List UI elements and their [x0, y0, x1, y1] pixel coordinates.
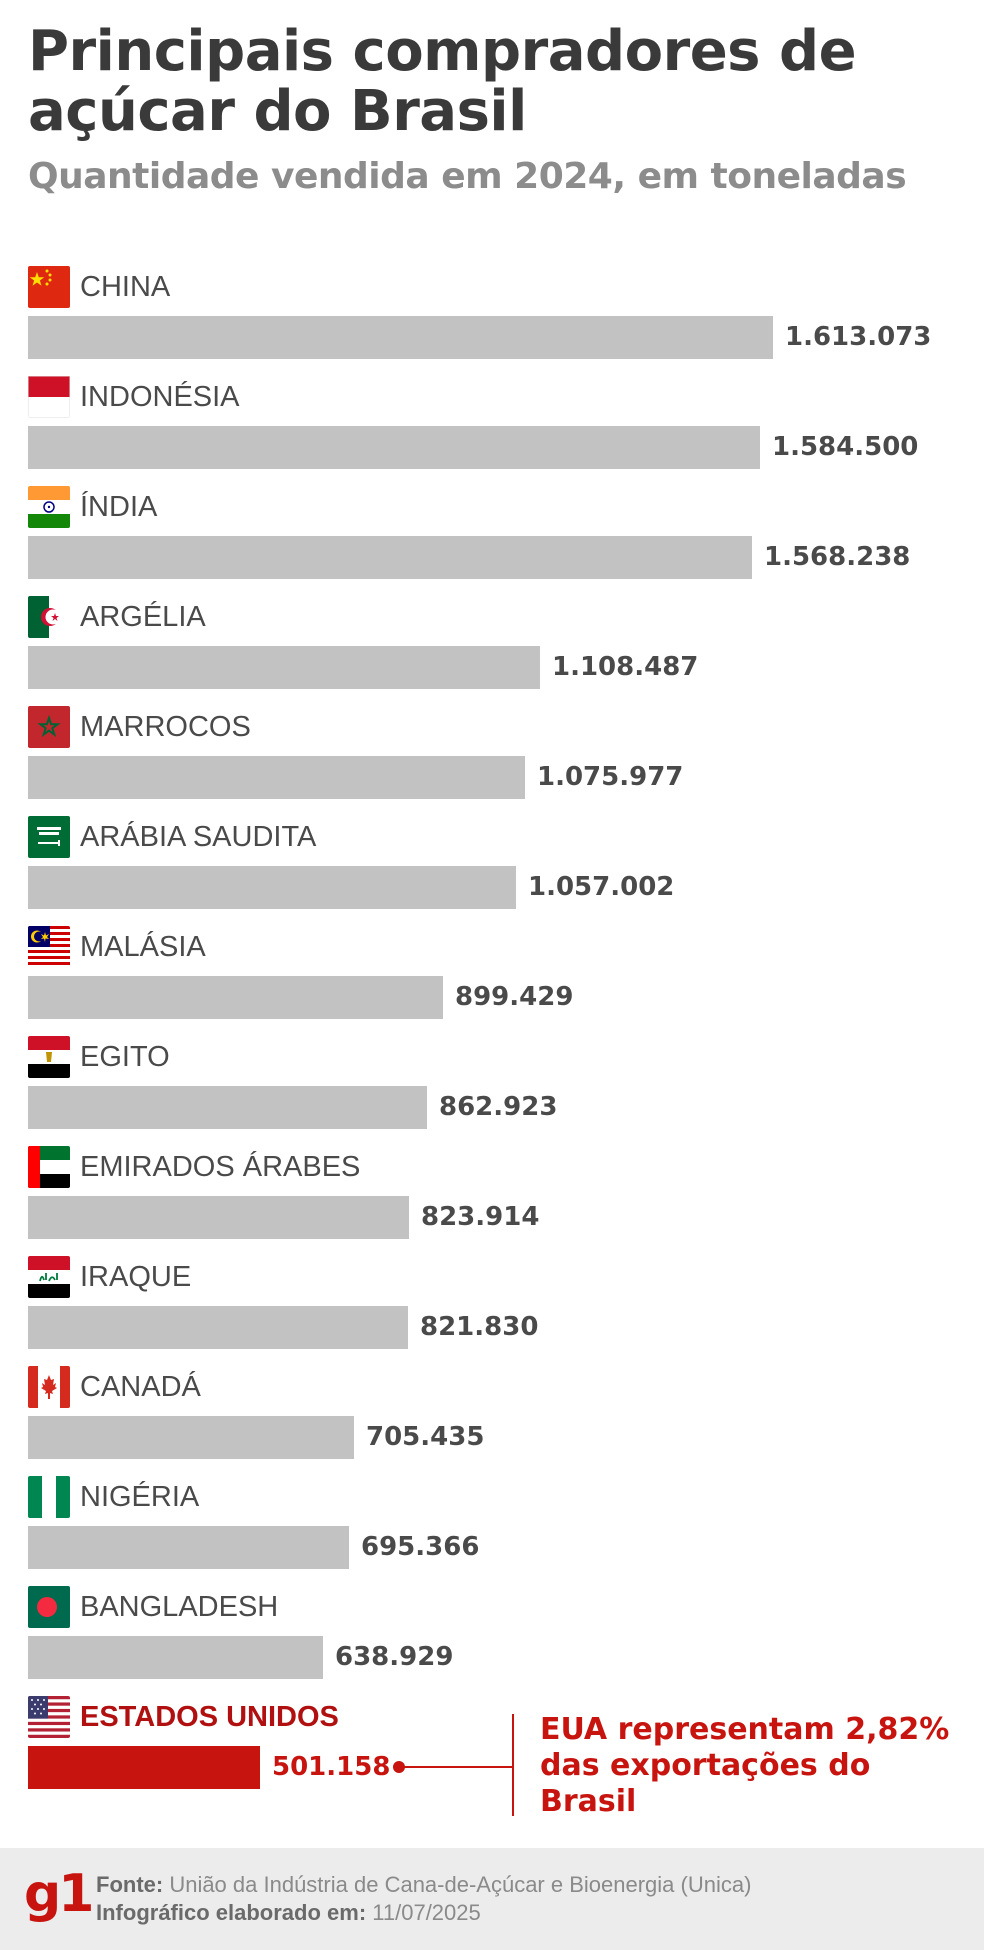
annotation-bracket — [512, 1714, 514, 1816]
category-label-iraque: IRAQUE — [80, 1261, 192, 1293]
usa-annotation: EUA representam 2,82% das exportações do… — [540, 1712, 950, 1819]
annotation-dot — [393, 1761, 405, 1773]
india-flag-icon — [28, 486, 70, 528]
value-label-indonesia: 1.584.500 — [772, 432, 919, 462]
morocco-flag-icon — [28, 706, 70, 748]
bar-canada — [28, 1416, 354, 1459]
category-label-malasia: MALÁSIA — [80, 931, 206, 963]
malaysia-flag-icon — [28, 926, 70, 968]
value-label-nigeria: 695.366 — [361, 1532, 480, 1562]
category-label-argelia: ARGÉLIA — [80, 601, 206, 633]
date-text: 11/07/2025 — [366, 1900, 481, 1925]
bar-malasia — [28, 976, 443, 1019]
value-label-egito: 862.923 — [439, 1092, 558, 1122]
chart-subtitle: Quantidade vendida em 2024, em toneladas — [28, 156, 907, 197]
bar-china — [28, 316, 773, 359]
chart-title: Principais compradores de açúcar do Bras… — [28, 19, 857, 144]
indonesia-flag-icon — [28, 376, 70, 418]
value-label-marrocos: 1.075.977 — [537, 762, 684, 792]
date-line: Infográfico elaborado em: 11/07/2025 — [96, 1900, 481, 1926]
category-label-china: CHINA — [80, 271, 171, 303]
value-label-estados-unidos: 501.158 — [272, 1752, 391, 1782]
value-label-argelia: 1.108.487 — [552, 652, 699, 682]
bangladesh-flag-icon — [28, 1586, 70, 1628]
category-label-nigeria: NIGÉRIA — [80, 1481, 200, 1513]
canada-flag-icon — [28, 1366, 70, 1408]
value-label-iraque: 821.830 — [420, 1312, 539, 1342]
bar-iraque — [28, 1306, 408, 1349]
iraq-flag-icon — [28, 1256, 70, 1298]
value-label-emirados-arabes: 823.914 — [421, 1202, 540, 1232]
bar-marrocos — [28, 756, 525, 799]
nigeria-flag-icon — [28, 1476, 70, 1518]
date-label: Infográfico elaborado em: — [96, 1900, 367, 1925]
bar-emirados-arabes — [28, 1196, 409, 1239]
bar-egito — [28, 1086, 427, 1129]
value-label-malasia: 899.429 — [455, 982, 574, 1012]
value-label-canada: 705.435 — [366, 1422, 485, 1452]
category-label-estados-unidos: ESTADOS UNIDOS — [80, 1701, 339, 1733]
uae-flag-icon — [28, 1146, 70, 1188]
bar-indonesia — [28, 426, 760, 469]
value-label-china: 1.613.073 — [785, 322, 932, 352]
value-label-arabia-saudita: 1.057.002 — [528, 872, 675, 902]
category-label-marrocos: MARROCOS — [80, 711, 251, 743]
saudi-arabia-flag-icon — [28, 816, 70, 858]
source-line: Fonte: União da Indústria de Cana-de-Açú… — [96, 1872, 751, 1898]
china-flag-icon — [28, 266, 70, 308]
bar-estados-unidos — [28, 1746, 260, 1789]
bar-argelia — [28, 646, 540, 689]
g1-logo: g1 — [24, 1864, 94, 1924]
value-label-india: 1.568.238 — [764, 542, 911, 572]
source-label: Fonte: — [96, 1872, 164, 1897]
value-label-bangladesh: 638.929 — [335, 1642, 454, 1672]
category-label-emirados-arabes: EMIRADOS ÁRABES — [80, 1151, 361, 1183]
bar-arabia-saudita — [28, 866, 516, 909]
category-label-egito: EGITO — [80, 1041, 170, 1073]
source-text: União da Indústria de Cana-de-Açúcar e B… — [163, 1872, 752, 1897]
category-label-bangladesh: BANGLADESH — [80, 1591, 279, 1623]
category-label-indonesia: INDONÉSIA — [80, 381, 240, 413]
usa-flag-icon — [28, 1696, 70, 1738]
category-label-india: ÍNDIA — [80, 491, 158, 523]
bar-bangladesh — [28, 1636, 323, 1679]
bar-india — [28, 536, 752, 579]
algeria-flag-icon — [28, 596, 70, 638]
annotation-connector — [400, 1766, 512, 1768]
category-label-canada: CANADÁ — [80, 1371, 201, 1403]
footer: g1 Fonte: União da Indústria de Cana-de-… — [0, 1848, 984, 1950]
category-label-arabia-saudita: ARÁBIA SAUDITA — [80, 821, 317, 853]
egypt-flag-icon — [28, 1036, 70, 1078]
bar-nigeria — [28, 1526, 349, 1569]
